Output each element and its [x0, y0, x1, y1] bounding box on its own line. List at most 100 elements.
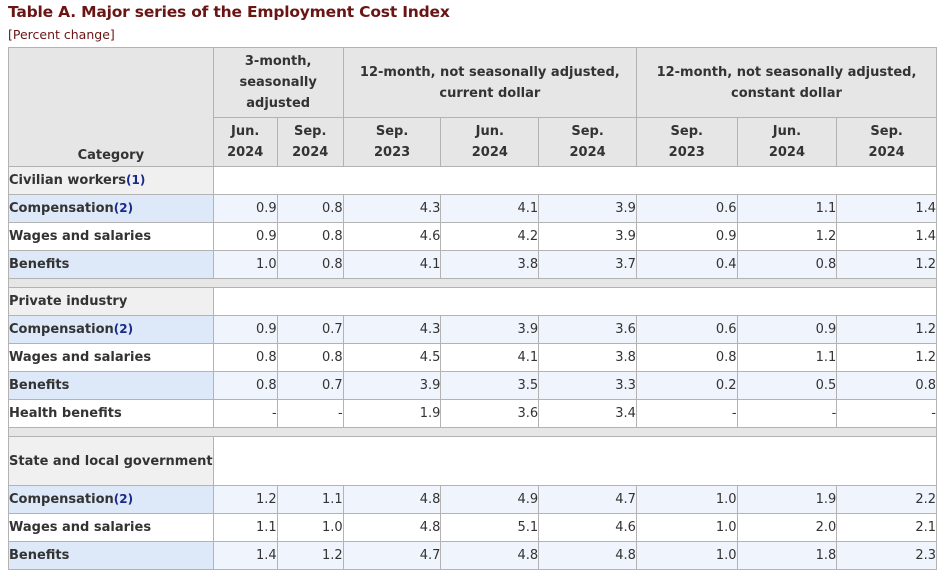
period-header: Sep. 2024	[836, 117, 937, 167]
section-label: State and local government	[8, 436, 214, 486]
footnote-link[interactable]: (2)	[113, 492, 134, 506]
section-label-text: State and local government	[9, 453, 213, 469]
value-cell: 1.1	[736, 194, 838, 223]
value-cell: 1.4	[212, 541, 278, 570]
row-label-text: Wages and salaries	[9, 520, 152, 535]
period-header: Sep. 2023	[342, 117, 442, 167]
value-cell: 4.8	[538, 541, 637, 570]
period-header: Sep. 2024	[276, 117, 344, 167]
section-header-row: Private industry	[8, 287, 937, 316]
value-cell: 4.1	[342, 250, 442, 279]
value-cell: -	[276, 399, 344, 428]
value-cell: 2.3	[836, 541, 937, 570]
value-cell: 0.8	[212, 343, 278, 372]
value-cell: 0.7	[276, 371, 344, 400]
value-cell: 0.9	[212, 194, 278, 223]
value-cell: 4.9	[440, 485, 540, 514]
table-row: Benefits 1.4 1.2 4.7 4.8 4.8 1.0 1.8 2.3	[8, 541, 937, 570]
value-cell: 4.6	[342, 222, 442, 251]
row-label: Benefits	[8, 250, 214, 279]
value-cell: -	[635, 399, 738, 428]
value-cell: 4.6	[538, 513, 637, 542]
row-label: Compensation(2)	[8, 194, 214, 223]
footnote-link[interactable]: (1)	[126, 173, 146, 187]
row-label: Benefits	[8, 371, 214, 400]
value-cell: 1.1	[736, 343, 838, 372]
table-row: Compensation(2) 0.9 0.8 4.3 4.1 3.9 0.6 1.1 1.4	[8, 194, 937, 223]
group-header-12month-constant: 12-month, not seasonally adjusted, const…	[635, 47, 937, 118]
row-label: Wages and salaries	[8, 222, 214, 251]
value-cell: 0.9	[635, 222, 738, 251]
section-blank-cell	[212, 436, 937, 486]
value-cell: 0.8	[276, 222, 344, 251]
value-cell: 0.4	[635, 250, 738, 279]
value-cell: 1.2	[276, 541, 344, 570]
value-cell: 0.8	[212, 371, 278, 400]
group-header-12month-current: 12-month, not seasonally adjusted, curre…	[342, 47, 637, 118]
footnote-link[interactable]: (2)	[113, 201, 134, 215]
value-cell: 4.1	[440, 343, 540, 372]
table-row: Compensation(2) 0.9 0.7 4.3 3.9 3.6 0.6 0.9 1.2	[8, 315, 937, 344]
value-cell: 1.2	[736, 222, 838, 251]
row-label-text: Wages and salaries	[9, 350, 152, 365]
table-row: Wages and salaries 0.8 0.8 4.5 4.1 3.8 0.8 1.1 1…	[8, 343, 937, 372]
value-cell: 1.8	[736, 541, 838, 570]
period-header-row: Jun. 2024 Sep. 2024 Sep. 2023 Jun. 2024 Sep. 2024…	[9, 117, 937, 167]
value-cell: 0.6	[635, 315, 738, 344]
value-cell: 3.9	[440, 315, 540, 344]
value-cell: 1.0	[635, 513, 738, 542]
period-header: Sep. 2024	[538, 117, 637, 167]
table-row: Wages and salaries 0.9 0.8 4.6 4.2 3.9 0.9 1.2 1…	[8, 222, 937, 251]
section-label-text: Private industry	[9, 294, 128, 309]
value-cell: 1.0	[276, 513, 344, 542]
value-cell: 1.9	[342, 399, 442, 428]
value-cell: 0.8	[276, 194, 344, 223]
row-label: Wages and salaries	[8, 513, 214, 542]
value-cell: 3.8	[440, 250, 540, 279]
section-spacer	[8, 427, 937, 437]
section-header-row: State and local government	[8, 436, 937, 486]
value-cell: 1.2	[836, 250, 937, 279]
section-label-text: Civilian workers	[9, 173, 127, 188]
value-cell: 2.2	[836, 485, 937, 514]
table-body: Civilian workers(1) Compensation(2) 0.9 0.8…	[8, 166, 937, 570]
value-cell: 1.0	[212, 250, 278, 279]
value-cell: 2.1	[836, 513, 937, 542]
value-cell: 4.2	[440, 222, 540, 251]
value-cell: 4.3	[342, 315, 442, 344]
value-cell: 0.8	[635, 343, 738, 372]
value-cell: 1.2	[836, 315, 937, 344]
value-cell: 3.3	[538, 371, 637, 400]
footnote-link[interactable]: (2)	[113, 322, 134, 336]
table-row: Health benefits - -1.9 3.6 3.4- - -	[8, 399, 937, 428]
row-label-text: Compensation	[9, 322, 114, 337]
table-row: Compensation(2) 1.2 1.1 4.8 4.9 4.7 1.0 1.9 2.2	[8, 485, 937, 514]
value-cell: 3.4	[538, 399, 637, 428]
row-label: Compensation(2)	[8, 315, 214, 344]
section-label: Private industry	[8, 287, 214, 316]
value-cell: 4.8	[342, 485, 442, 514]
group-header-3month: 3-month, seasonally adjusted	[212, 47, 344, 118]
value-cell: 1.4	[836, 222, 937, 251]
value-cell: -	[836, 399, 937, 428]
value-cell: 0.9	[736, 315, 838, 344]
value-cell: 3.6	[538, 315, 637, 344]
table-row: Wages and salaries 1.1 1.0 4.8 5.1 4.6 1.0 2.0 2…	[8, 513, 937, 542]
value-cell: 3.6	[440, 399, 540, 428]
value-cell: 3.8	[538, 343, 637, 372]
row-label-text: Health benefits	[9, 406, 122, 421]
value-cell: 0.6	[635, 194, 738, 223]
value-cell: 0.7	[276, 315, 344, 344]
value-cell: 4.1	[440, 194, 540, 223]
table-title: Table A. Major series of the Employment …	[8, 3, 450, 21]
value-cell: -	[736, 399, 838, 428]
value-cell: 1.0	[635, 485, 738, 514]
value-cell: 1.0	[635, 541, 738, 570]
table-subtitle: [Percent change]	[8, 27, 115, 42]
period-header: Jun. 2024	[736, 117, 838, 167]
value-cell: 0.8	[736, 250, 838, 279]
period-header: Jun. 2024	[212, 117, 278, 167]
section-blank-cell	[212, 287, 937, 316]
value-cell: 3.9	[342, 371, 442, 400]
value-cell: 1.1	[212, 513, 278, 542]
